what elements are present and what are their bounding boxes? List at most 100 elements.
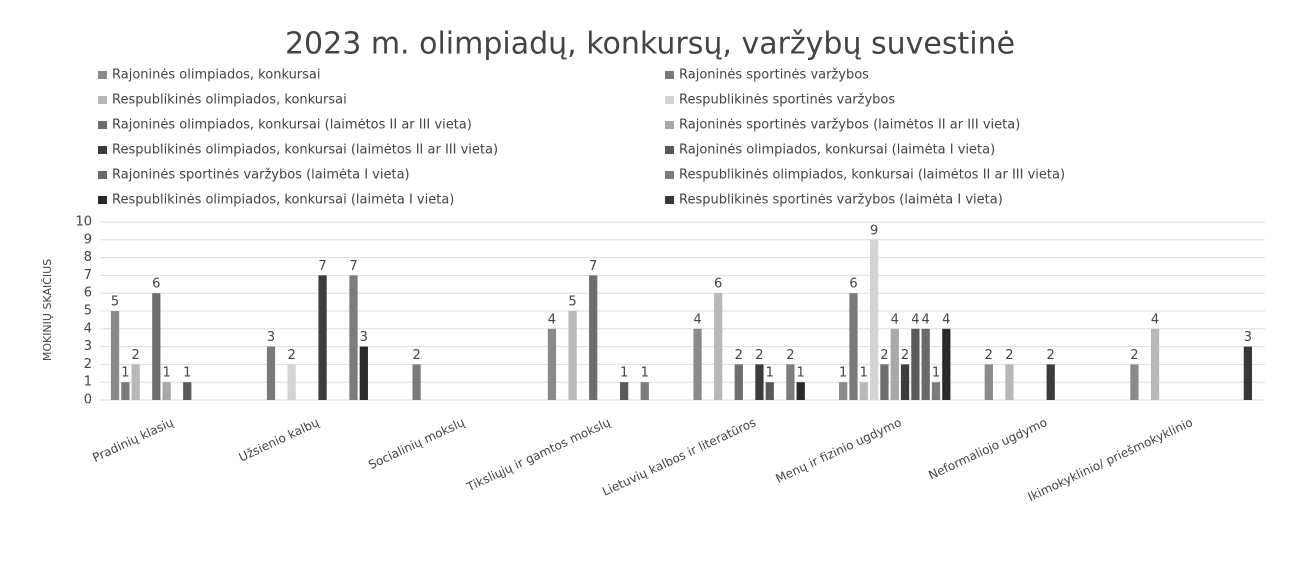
data-label: 4 [922, 312, 930, 327]
legend-swatch [665, 171, 674, 179]
legend-label: Respublikinės sportinės varžybos [679, 93, 895, 108]
y-tick-label: 6 [84, 286, 92, 301]
data-label: 3 [267, 330, 275, 345]
bar [786, 364, 795, 400]
bar [714, 293, 723, 400]
legend-swatch [665, 196, 674, 204]
legend-label: Respublikinės olimpiados, konkursai [112, 93, 347, 108]
data-label: 4 [1151, 312, 1159, 327]
data-label: 2 [1047, 348, 1055, 363]
y-tick-label: 9 [84, 232, 92, 247]
bar [589, 275, 598, 400]
bar [1243, 346, 1253, 400]
data-label: 1 [121, 366, 129, 381]
bar [359, 346, 368, 400]
bar [911, 328, 920, 400]
legend-label: Rajoninės olimpiados, konkursai (laimėta… [679, 143, 995, 158]
bar [1005, 364, 1014, 400]
x-tick-label: Neformaliojo ugdymo [926, 415, 1049, 482]
bar [1130, 364, 1139, 400]
bar [900, 364, 910, 400]
bar [942, 328, 951, 400]
legend-label: Rajoninės sportinės varžybos (laimėtos I… [679, 118, 1020, 133]
data-label: 1 [797, 366, 805, 381]
data-label: 1 [162, 366, 170, 381]
bar [921, 328, 930, 400]
data-label: 2 [755, 348, 763, 363]
data-label: 7 [318, 259, 326, 274]
bar [1046, 364, 1055, 400]
bar [121, 382, 130, 400]
bar [849, 293, 858, 400]
bar [266, 346, 276, 400]
data-label: 1 [932, 366, 940, 381]
data-label: 2 [1130, 348, 1138, 363]
bar [287, 364, 296, 400]
bar [620, 382, 629, 400]
bar [890, 328, 899, 400]
data-label: 1 [839, 366, 847, 381]
chart-title: 2023 m. olimpiadų, konkursų, varžybų suv… [285, 27, 1015, 62]
x-tick-label: Lietuvių kalbos ir literatūros [600, 415, 758, 499]
x-tick-label: Pradinių klasių [90, 415, 176, 465]
data-label: 2 [735, 348, 743, 363]
x-tick-label: Tiksliųjų ir gamtos mokslų [464, 415, 613, 494]
data-label: 2 [287, 348, 295, 363]
data-label: 5 [111, 295, 119, 310]
data-label: 7 [349, 259, 357, 274]
data-label: 1 [641, 366, 649, 381]
bar [110, 311, 120, 400]
bar [693, 328, 702, 400]
data-label: 2 [985, 348, 993, 363]
legend-swatch [98, 171, 107, 179]
bar [183, 382, 192, 400]
y-tick-label: 2 [84, 357, 92, 372]
bar [734, 364, 743, 400]
bar [765, 382, 774, 400]
bar [568, 311, 577, 400]
y-tick-label: 4 [84, 321, 92, 336]
y-tick-label: 0 [84, 393, 92, 408]
bar [859, 382, 868, 400]
y-tick-label: 10 [75, 215, 92, 230]
x-tick-label: Užsienio kalbų [237, 415, 322, 465]
legend-label: Rajoninės sportinės varžybos (laimėta I … [112, 168, 410, 183]
data-label: 3 [360, 330, 368, 345]
bar [931, 382, 941, 400]
bar [162, 382, 171, 400]
x-tick-label: Menų ir fizinio ugdymo [774, 415, 904, 486]
x-tick-label: Socialinių mokslų [366, 415, 467, 472]
y-tick-label: 5 [84, 304, 92, 319]
bar [349, 275, 358, 400]
y-tick-label: 7 [84, 268, 92, 283]
data-label: 7 [589, 259, 597, 274]
legend-swatch [665, 146, 674, 154]
y-tick-label: 3 [84, 339, 92, 354]
y-axis-label: MOKINIŲ SKAIČIUS [41, 259, 54, 361]
bar [1150, 328, 1160, 400]
legend-swatch [98, 71, 107, 79]
legend-label: Respublikinės olimpiados, konkursai (lai… [679, 168, 1065, 183]
bar [839, 382, 848, 400]
bar [412, 364, 421, 400]
data-label: 1 [766, 366, 774, 381]
data-label: 6 [714, 277, 722, 292]
legend-label: Rajoninės sportinės varžybos [679, 68, 869, 83]
legend-swatch [98, 196, 107, 204]
x-tick-label: Ikimokyklinio/ priešmokyklinio [1026, 415, 1195, 504]
data-label: 4 [911, 312, 919, 327]
legend-swatch [665, 71, 674, 79]
data-label: 2 [412, 348, 420, 363]
data-label: 2 [880, 348, 888, 363]
data-label: 2 [901, 348, 909, 363]
legend-label: Rajoninės olimpiados, konkursai (laimėto… [112, 118, 472, 133]
data-label: 2 [1005, 348, 1013, 363]
data-label: 3 [1244, 330, 1252, 345]
data-label: 2 [786, 348, 794, 363]
bar [984, 364, 993, 400]
bar [318, 275, 327, 400]
data-label: 2 [132, 348, 140, 363]
data-label: 6 [849, 277, 857, 292]
legend-label: Respublikinės olimpiados, konkursai (lai… [112, 143, 498, 158]
